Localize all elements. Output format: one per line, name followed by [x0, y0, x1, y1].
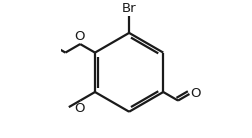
Text: Br: Br — [121, 2, 136, 14]
Text: O: O — [74, 30, 84, 43]
Text: O: O — [74, 102, 84, 115]
Text: O: O — [190, 87, 200, 100]
